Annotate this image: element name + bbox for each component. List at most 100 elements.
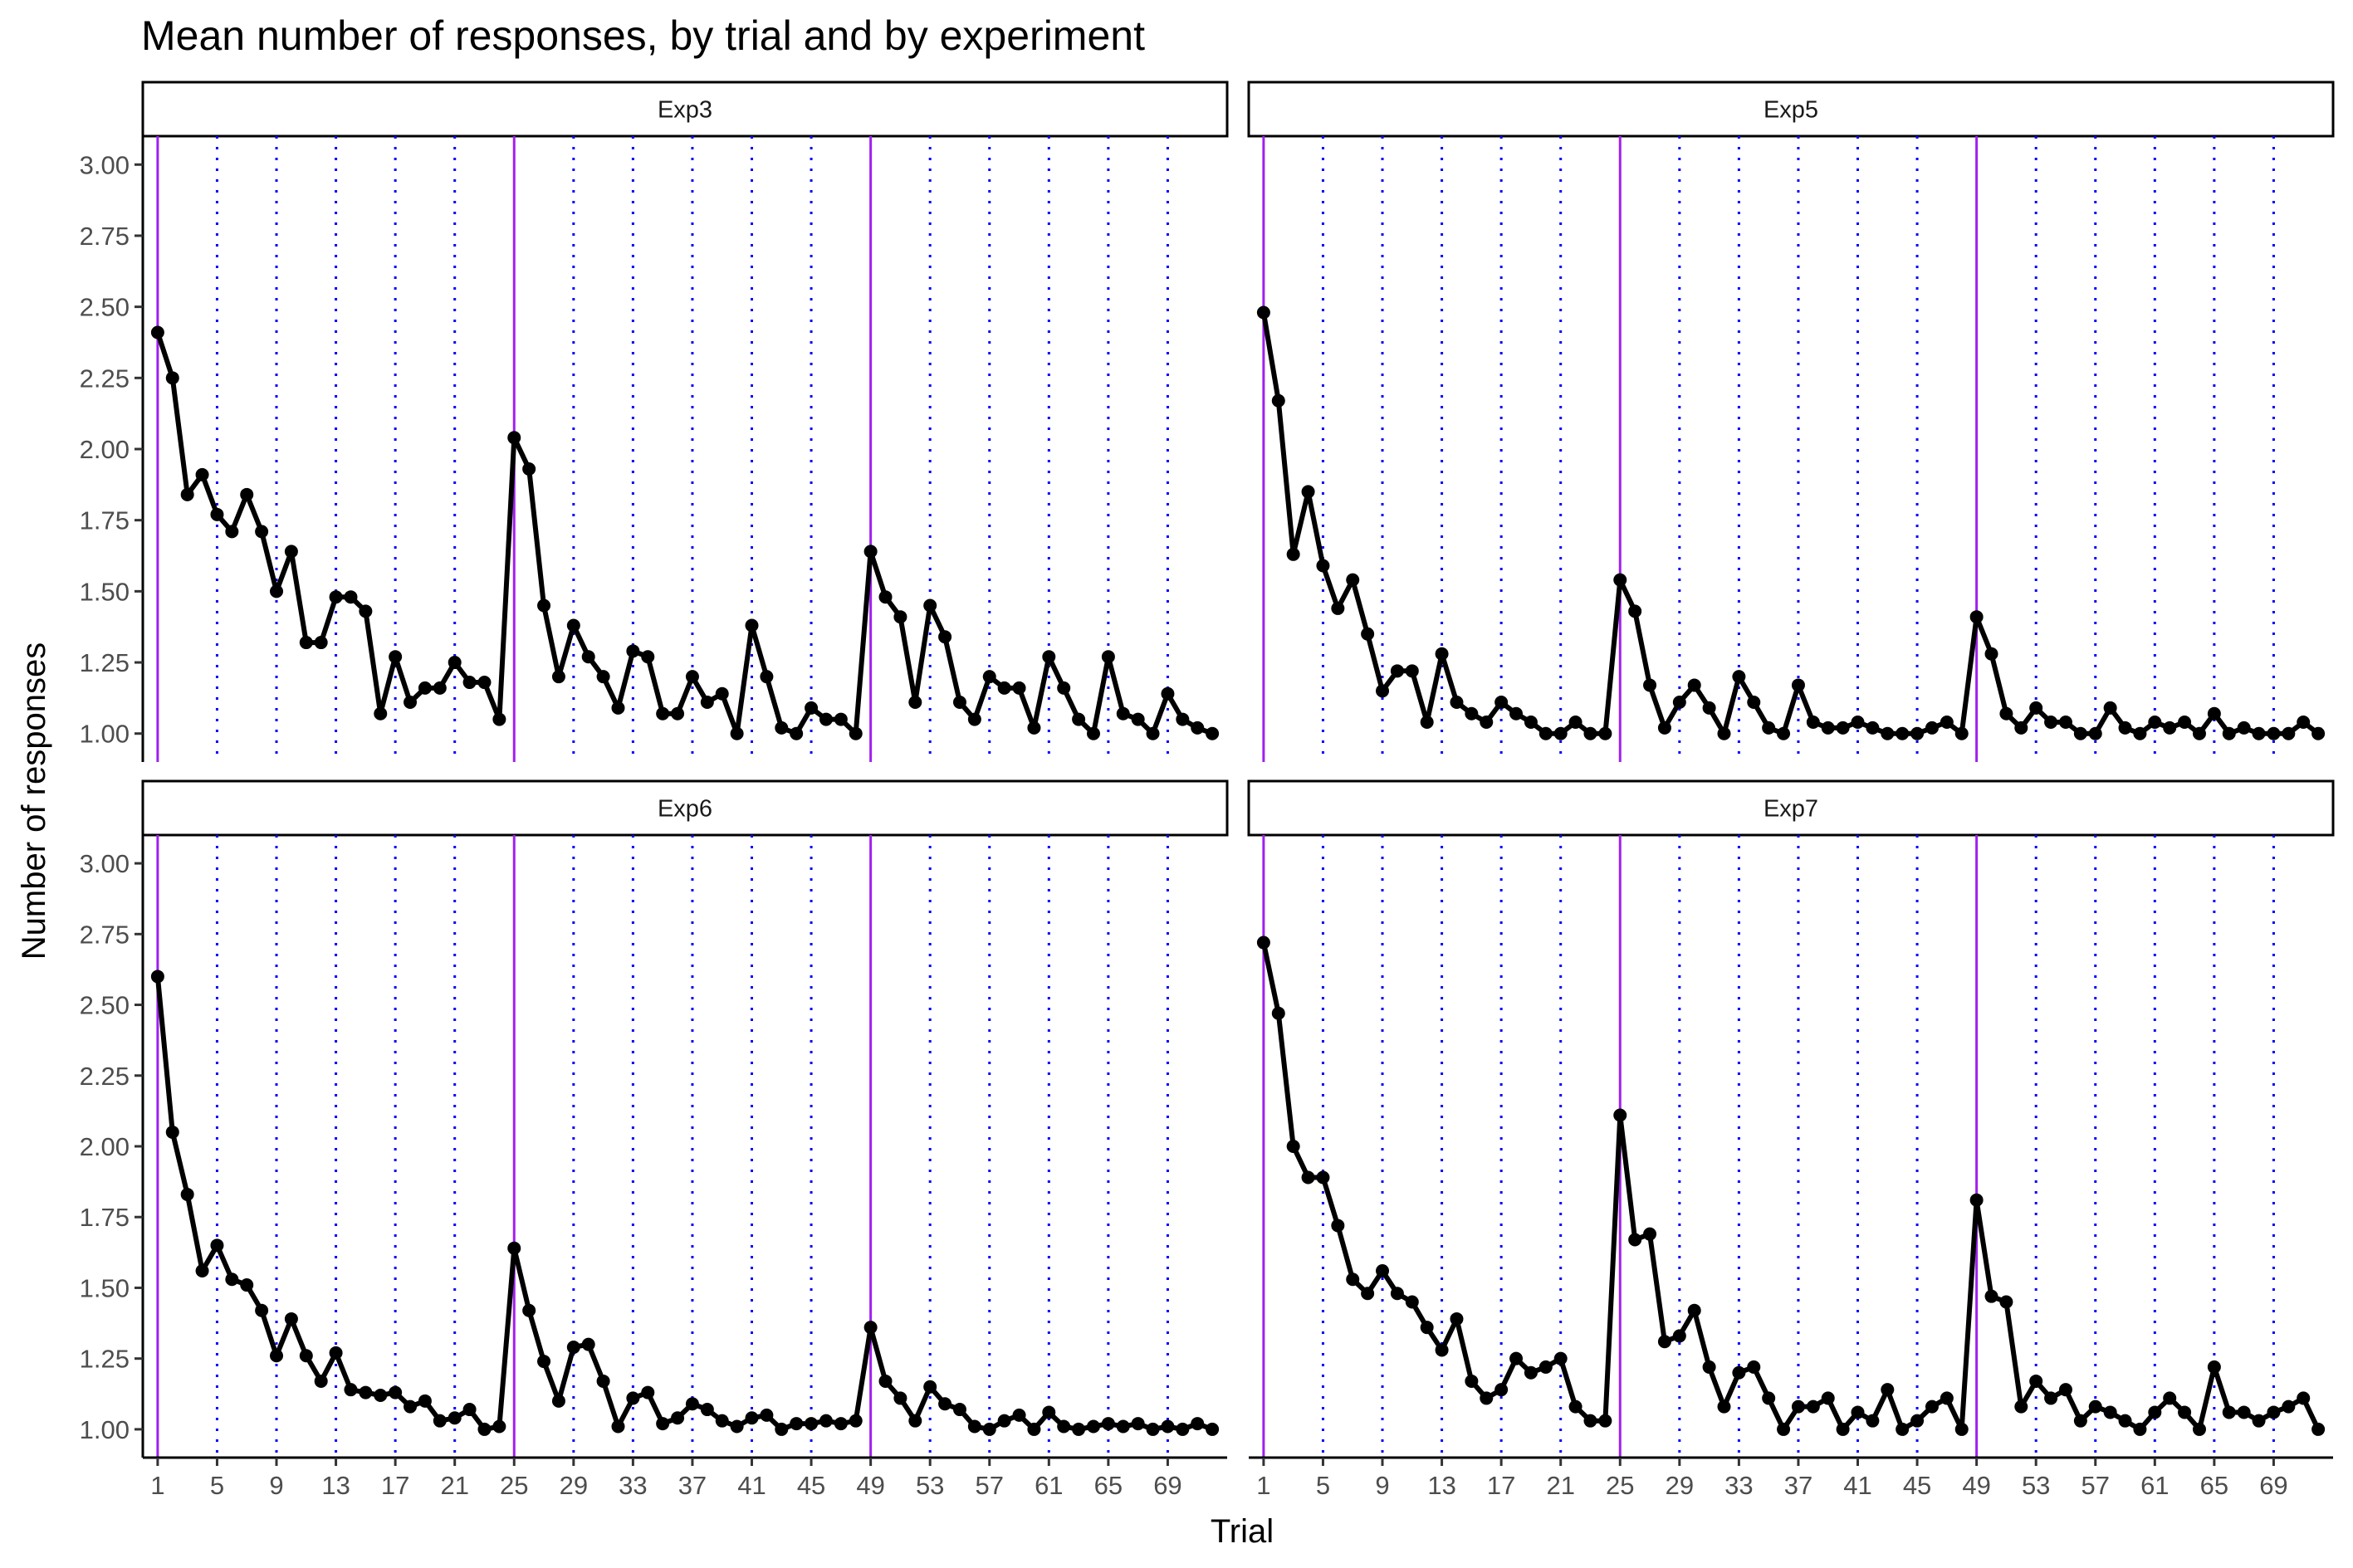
data-point <box>1101 1417 1115 1431</box>
data-point <box>2267 726 2281 740</box>
data-point <box>1057 681 1071 695</box>
data-point <box>1747 1360 1761 1374</box>
y-tick-label: 3.00 <box>80 849 130 878</box>
data-point <box>1643 678 1657 692</box>
data-point <box>730 726 744 740</box>
x-tick-label: 21 <box>440 1471 468 1500</box>
data-point <box>1316 1170 1330 1185</box>
data-point <box>2207 1360 2221 1374</box>
data-point <box>596 670 610 684</box>
data-point <box>1161 1419 1175 1434</box>
data-point <box>1301 1170 1315 1185</box>
chart-title: Mean number of responses, by trial and b… <box>141 12 1145 59</box>
data-point <box>1301 485 1315 499</box>
data-point <box>1969 610 1984 624</box>
data-point <box>1346 1272 1360 1287</box>
data-point <box>329 590 343 604</box>
data-point <box>1450 696 1464 710</box>
data-point <box>1420 716 1434 730</box>
data-point <box>2118 720 2132 735</box>
data-point <box>537 598 551 613</box>
data-point <box>1361 1287 1375 1301</box>
data-point <box>299 1349 313 1363</box>
strip-box <box>1247 779 2335 837</box>
x-tick-label: 9 <box>269 1471 283 1500</box>
data-point <box>611 701 625 715</box>
data-point <box>374 706 388 720</box>
data-point <box>1940 716 1954 730</box>
data-point <box>1896 1422 1910 1436</box>
data-point <box>1657 720 1671 735</box>
data-point <box>1176 712 1190 726</box>
data-point <box>997 1414 1011 1428</box>
data-point <box>1762 1391 1776 1405</box>
data-point <box>1494 1383 1509 1397</box>
data-point <box>923 1380 937 1394</box>
data-point <box>1086 1419 1100 1434</box>
data-point <box>1984 1289 1998 1303</box>
x-tick-label: 45 <box>797 1471 825 1500</box>
data-point <box>2237 1405 2251 1419</box>
data-point <box>1762 720 1776 735</box>
x-tick-label: 29 <box>560 1471 588 1500</box>
data-point <box>1012 681 1026 695</box>
x-tick-label: 1 <box>1256 1471 1270 1500</box>
data-point <box>790 726 804 740</box>
data-point <box>1331 601 1345 615</box>
data-point <box>1116 1419 1130 1434</box>
series-line <box>154 976 1214 1432</box>
y-tick-label: 2.50 <box>80 293 130 322</box>
data-point <box>1836 720 1850 735</box>
data-point <box>1851 716 1865 730</box>
data-point <box>2267 1405 2281 1419</box>
data-point <box>1420 1321 1434 1335</box>
data-point <box>1791 1399 1805 1414</box>
data-point <box>404 696 418 710</box>
data-point <box>477 1422 492 1436</box>
data-point <box>656 706 670 720</box>
data-point <box>344 590 358 604</box>
data-point <box>537 1355 551 1369</box>
data-point <box>180 487 194 501</box>
data-point <box>1777 726 1791 740</box>
data-point <box>1866 720 1880 735</box>
data-point <box>671 1411 685 1425</box>
data-point <box>1435 1343 1449 1357</box>
data-point <box>1131 712 1145 726</box>
data-point <box>1072 1422 1086 1436</box>
strip-label: Exp6 <box>658 796 712 823</box>
y-tick-label: 1.75 <box>80 1203 130 1232</box>
data-point <box>1821 1391 1835 1405</box>
y-tick-label: 2.25 <box>80 364 130 393</box>
data-point <box>938 630 952 644</box>
data-point <box>1553 726 1568 740</box>
data-point <box>418 1394 432 1408</box>
data-point <box>730 1419 744 1434</box>
y-axis-title: Number of responses <box>16 642 52 960</box>
data-point <box>819 1414 833 1428</box>
data-point <box>2088 1399 2102 1414</box>
x-tick-label: 37 <box>1784 1471 1812 1500</box>
data-point <box>195 467 209 481</box>
data-point <box>1480 716 1494 730</box>
data-point <box>240 487 254 501</box>
x-tick-label: 61 <box>2140 1471 2169 1500</box>
data-point <box>1101 650 1115 664</box>
data-point <box>1568 1399 1583 1414</box>
data-point <box>805 1417 819 1431</box>
x-tick-label: 53 <box>2022 1471 2050 1500</box>
data-point <box>433 681 447 695</box>
data-point <box>641 1385 655 1399</box>
data-point <box>641 650 655 664</box>
data-point <box>255 1303 269 1317</box>
data-point <box>893 610 907 624</box>
data-point <box>1494 696 1509 710</box>
data-point <box>1176 1422 1190 1436</box>
data-point <box>225 1272 239 1287</box>
data-point <box>1435 647 1449 661</box>
data-point <box>566 618 580 633</box>
data-point <box>284 545 298 559</box>
data-point <box>1628 604 1642 618</box>
data-point <box>1866 1414 1880 1428</box>
data-point <box>1732 1365 1746 1380</box>
